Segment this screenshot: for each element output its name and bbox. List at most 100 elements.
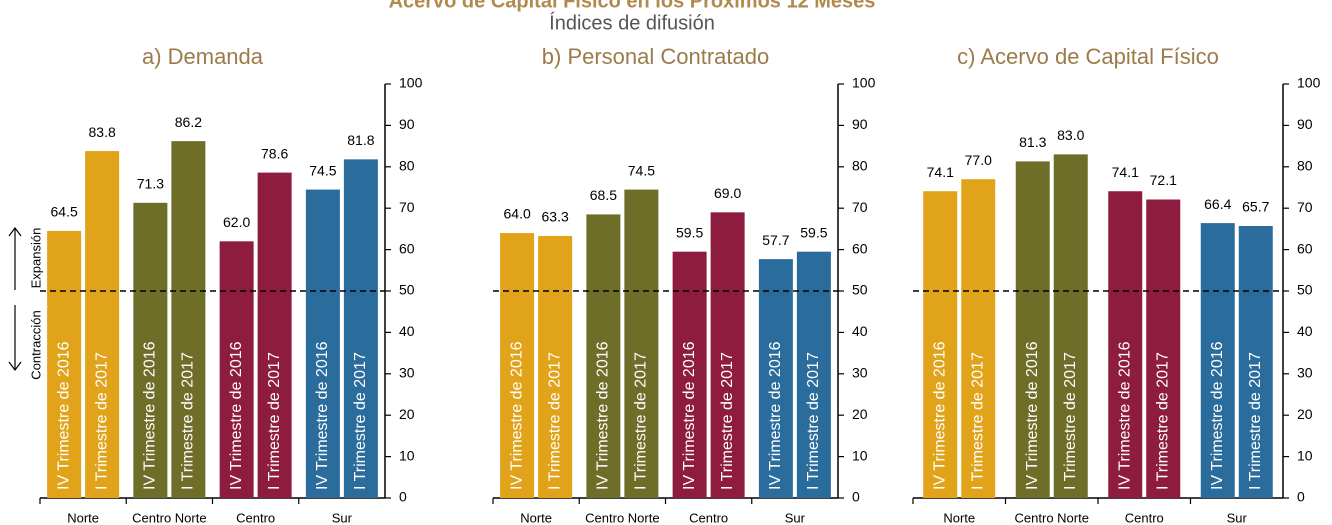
y-tick-label: 90 (1297, 116, 1313, 132)
value-label: 57.7 (762, 232, 789, 248)
y-tick-label: 30 (399, 365, 415, 381)
y-tick-label: 10 (852, 447, 868, 463)
x-tick-label: Norte (943, 510, 975, 525)
y-tick-label: 30 (852, 365, 868, 381)
y-tick-label: 40 (852, 323, 868, 339)
x-tick-label: Sur (1227, 510, 1248, 525)
value-label: 68.5 (590, 187, 617, 203)
bar (305, 189, 340, 498)
x-tick-label: Centro (236, 510, 275, 525)
y-tick-label: 0 (1297, 489, 1305, 505)
y-tick-label: 80 (852, 158, 868, 174)
y-tick-label: 40 (1297, 323, 1313, 339)
x-tick-label: Centro Norte (1015, 510, 1089, 525)
y-tick-label: 40 (399, 323, 415, 339)
x-tick-label: Centro (689, 510, 728, 525)
y-tick-label: 0 (399, 489, 407, 505)
y-tick-label: 80 (399, 158, 415, 174)
bar-series-label: I Trimestre de 2017 (633, 352, 650, 490)
y-tick-label: 20 (852, 406, 868, 422)
x-tick-label: Sur (785, 510, 806, 525)
y-tick-label: 50 (1297, 282, 1313, 298)
bar (133, 202, 168, 498)
value-label: 77.0 (965, 152, 992, 168)
bar (171, 141, 206, 498)
bar-series-label: IV Trimestre de 2016 (142, 341, 159, 490)
bar (500, 233, 535, 499)
x-tick-label: Centro (1125, 510, 1164, 525)
bar-series-label: I Trimestre de 2017 (1154, 352, 1171, 490)
chart-subtitle: Índices de difusión (549, 11, 715, 34)
bar (1053, 154, 1088, 498)
y-tick-label: 60 (399, 240, 415, 256)
bar-series-label: IV Trimestre de 2016 (1116, 341, 1133, 490)
bar (961, 179, 996, 498)
bar (586, 214, 621, 498)
bar (1238, 226, 1273, 498)
bar-series-label: I Trimestre de 2017 (805, 352, 822, 490)
value-label: 59.5 (676, 224, 703, 240)
y-tick-label: 10 (1297, 447, 1313, 463)
bar-series-label: I Trimestre de 2017 (93, 352, 110, 490)
bar (257, 172, 292, 498)
bar (219, 241, 254, 498)
chart-title: Acervo de Capital Físico en los Próximos… (389, 0, 876, 12)
y-tick-label: 100 (1297, 75, 1321, 91)
bar (47, 230, 82, 498)
bar-series-label: IV Trimestre de 2016 (314, 341, 331, 490)
y-tick-label: 20 (399, 406, 415, 422)
y-tick-label: 20 (1297, 406, 1313, 422)
bar (624, 189, 659, 498)
bar (343, 159, 378, 498)
bar-series-label: I Trimestre de 2017 (719, 352, 736, 490)
value-label: 86.2 (175, 114, 202, 130)
value-label: 71.3 (137, 176, 164, 192)
value-label: 83.8 (89, 124, 116, 140)
value-label: 74.1 (927, 164, 954, 180)
bar-series-label: I Trimestre de 2017 (546, 352, 563, 490)
y-tick-label: 80 (1297, 158, 1313, 174)
y-tick-label: 70 (399, 199, 415, 215)
bar-series-label: IV Trimestre de 2016 (1024, 341, 1041, 490)
panel-title: a) Demanda (142, 44, 264, 69)
bar (1108, 191, 1143, 498)
y-tick-label: 60 (1297, 240, 1313, 256)
y-tick-label: 30 (1297, 365, 1313, 381)
value-label: 69.0 (714, 185, 741, 201)
value-label: 66.4 (1204, 196, 1231, 212)
y-tick-label: 90 (399, 116, 415, 132)
value-label: 83.0 (1057, 127, 1084, 143)
x-tick-label: Sur (332, 510, 353, 525)
value-label: 81.8 (347, 132, 374, 148)
x-tick-label: Norte (67, 510, 99, 525)
bar-series-label: I Trimestre de 2017 (266, 352, 283, 490)
value-label: 62.0 (223, 214, 250, 230)
bar (672, 251, 707, 498)
bar (1200, 223, 1235, 498)
bar (1015, 161, 1050, 498)
value-label: 59.5 (800, 224, 827, 240)
value-label: 81.3 (1019, 134, 1046, 150)
value-label: 63.3 (542, 209, 569, 225)
bar (923, 191, 958, 498)
expansion-label: Expansión (28, 228, 43, 289)
value-label: 65.7 (1242, 199, 1269, 215)
bar-series-label: I Trimestre de 2017 (180, 352, 197, 490)
bar-series-label: IV Trimestre de 2016 (228, 341, 245, 490)
bar (796, 251, 831, 498)
bar (758, 259, 793, 498)
x-tick-label: Centro Norte (132, 510, 206, 525)
bar-series-label: IV Trimestre de 2016 (1209, 341, 1226, 490)
value-label: 74.5 (309, 162, 336, 178)
bar-series-label: I Trimestre de 2017 (1247, 352, 1264, 490)
bar-series-label: I Trimestre de 2017 (969, 352, 986, 490)
y-tick-label: 100 (399, 75, 423, 91)
value-label: 64.5 (51, 204, 78, 220)
y-tick-label: 100 (852, 75, 876, 91)
value-label: 78.6 (261, 145, 288, 161)
y-tick-label: 90 (852, 116, 868, 132)
direction-arrows (8, 227, 22, 371)
bar (710, 212, 745, 498)
